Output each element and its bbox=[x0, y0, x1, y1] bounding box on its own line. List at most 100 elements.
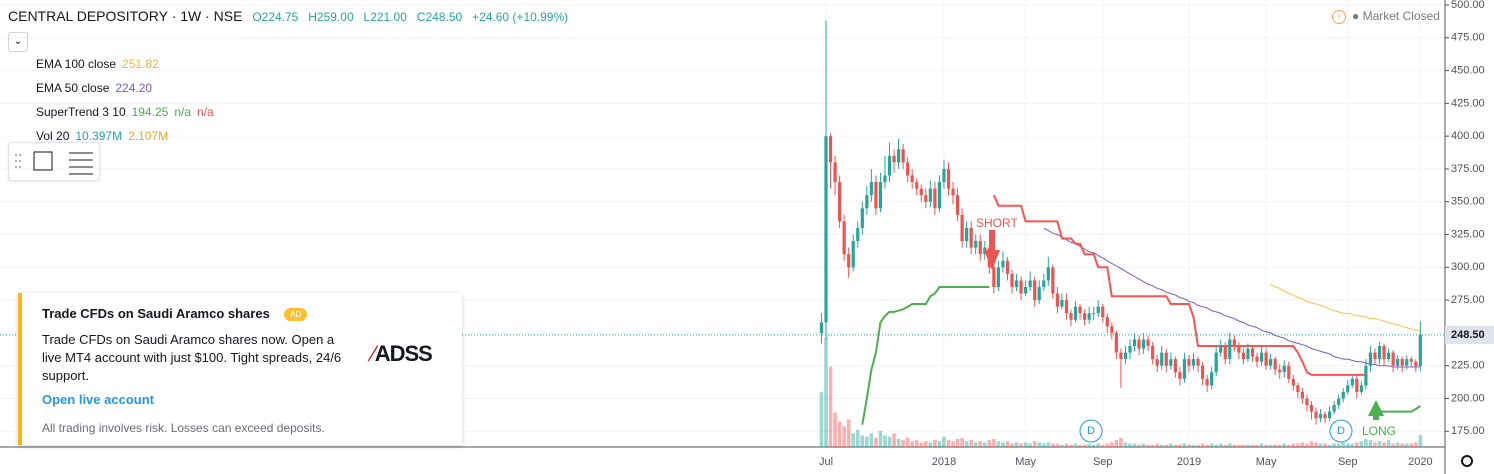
ohlc: L221.00 bbox=[363, 10, 407, 24]
candle-body bbox=[1241, 352, 1246, 360]
volume-bar bbox=[1418, 435, 1423, 447]
y-tick-label: 400.00 bbox=[1451, 130, 1485, 142]
candle-body bbox=[1001, 260, 1005, 268]
legend-row: EMA 50 close 224.20 bbox=[36, 81, 158, 95]
candle-body bbox=[1160, 352, 1164, 366]
candle-body bbox=[1024, 286, 1028, 294]
volume-bar bbox=[910, 441, 915, 447]
ohlc: C248.50 bbox=[416, 10, 463, 24]
candle-body bbox=[901, 149, 905, 163]
candle-body bbox=[1055, 293, 1059, 307]
volume-bar bbox=[842, 426, 846, 447]
last-price-box bbox=[1445, 325, 1494, 344]
candle-body bbox=[819, 322, 824, 333]
volume-bar bbox=[1169, 443, 1173, 447]
x-tick-label: Jul bbox=[819, 456, 833, 468]
list-tool[interactable] bbox=[69, 152, 93, 175]
volume-bar bbox=[1404, 443, 1409, 447]
candle-body bbox=[1019, 280, 1023, 294]
candle-body bbox=[1282, 365, 1286, 373]
volume-bar bbox=[1023, 442, 1028, 447]
volume-bar bbox=[1395, 442, 1400, 447]
candle-body bbox=[1069, 313, 1073, 320]
candle-body bbox=[1178, 372, 1182, 379]
legend-row: SuperTrend 3 10 194.25 n/a n/a bbox=[36, 105, 220, 119]
settings-icon[interactable] bbox=[1461, 455, 1473, 467]
candle-body bbox=[1151, 346, 1155, 360]
candle-body bbox=[1291, 378, 1295, 386]
candle-body bbox=[1232, 339, 1236, 347]
volume-bar bbox=[1359, 441, 1364, 447]
volume-bar bbox=[1064, 443, 1069, 447]
ad-link[interactable]: Open live account bbox=[42, 392, 154, 407]
volume-bar bbox=[1355, 442, 1359, 447]
volume-bar bbox=[964, 441, 969, 447]
candle-body bbox=[1382, 346, 1386, 360]
volume-bar bbox=[946, 440, 951, 447]
candle-body bbox=[887, 155, 892, 176]
volume-bar bbox=[824, 337, 828, 447]
candle-body bbox=[833, 162, 837, 183]
candle-body bbox=[1237, 346, 1241, 353]
volume-bar bbox=[1232, 444, 1237, 447]
candle-body bbox=[1123, 352, 1128, 360]
volume-bar bbox=[1178, 444, 1182, 447]
volume-bar bbox=[1110, 442, 1114, 447]
candle-body bbox=[1169, 359, 1173, 366]
rect-tool[interactable] bbox=[33, 151, 53, 171]
volume-bar bbox=[1141, 443, 1146, 447]
volume-bar bbox=[1114, 440, 1119, 447]
candle-body bbox=[1073, 306, 1078, 320]
volume-bar bbox=[1350, 443, 1355, 447]
candle-body bbox=[1418, 334, 1422, 367]
volume-bar bbox=[892, 433, 896, 447]
candle-body bbox=[1328, 411, 1332, 419]
candle-body bbox=[974, 241, 978, 248]
volume-bar bbox=[1296, 443, 1300, 447]
candle-body bbox=[924, 195, 928, 202]
volume-bar bbox=[1137, 444, 1141, 447]
event-marker bbox=[1079, 419, 1103, 443]
volume-bar bbox=[887, 436, 892, 447]
volume-bar bbox=[1327, 444, 1332, 447]
candle-body bbox=[1364, 365, 1368, 386]
change: +24.60 (+10.99%) bbox=[472, 10, 569, 24]
candle-body bbox=[1346, 385, 1350, 392]
x-tick-label: May bbox=[1256, 456, 1277, 468]
volume-bar bbox=[960, 437, 964, 447]
candle-body bbox=[1051, 267, 1055, 294]
candle-body bbox=[1014, 280, 1019, 287]
collapse-button[interactable]: ⌄ bbox=[8, 32, 28, 52]
candle-body bbox=[1005, 260, 1010, 274]
candle-body bbox=[1300, 391, 1304, 399]
volume-bar bbox=[924, 441, 928, 447]
volume-bar bbox=[928, 442, 933, 447]
candle-body bbox=[1314, 411, 1318, 419]
volume-bar bbox=[1150, 444, 1155, 447]
y-tick-label: 450.00 bbox=[1451, 64, 1485, 76]
volume-bar bbox=[1005, 441, 1010, 447]
candle-body bbox=[1083, 313, 1087, 320]
event-label: D bbox=[1087, 425, 1095, 437]
candle-body bbox=[1350, 378, 1354, 386]
candle-body bbox=[1155, 359, 1159, 366]
candle-body bbox=[1060, 300, 1064, 307]
candle-body bbox=[1359, 385, 1363, 392]
volume-bar bbox=[1060, 444, 1064, 447]
volume-bar bbox=[969, 440, 973, 447]
candle-body bbox=[1101, 306, 1105, 318]
candle-body bbox=[1377, 346, 1382, 360]
short-arrow bbox=[984, 230, 1000, 270]
legend-name: EMA 100 close bbox=[36, 57, 117, 71]
volume-bar bbox=[1041, 443, 1046, 447]
legend-value: 2.107M bbox=[128, 129, 169, 143]
indicator-line bbox=[1043, 227, 1421, 368]
candle-body bbox=[1096, 306, 1100, 314]
candle-body bbox=[996, 267, 1001, 287]
legend-value: n/a bbox=[174, 105, 192, 119]
volume-bar bbox=[883, 435, 887, 447]
candle-body bbox=[919, 188, 923, 196]
candle-body bbox=[1128, 346, 1132, 353]
y-tick-label: 475.00 bbox=[1451, 32, 1485, 44]
